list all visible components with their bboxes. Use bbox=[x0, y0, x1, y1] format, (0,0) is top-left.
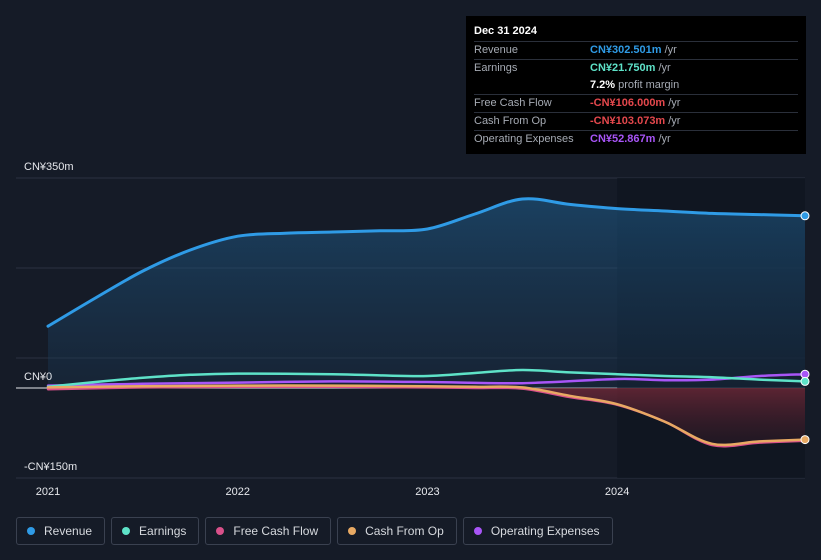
tooltip-row-unit: profit margin bbox=[618, 79, 680, 91]
earnings-end-marker bbox=[800, 376, 810, 386]
tooltip-row-value: CN¥21.750m bbox=[590, 62, 656, 74]
x-tick-label: 2023 bbox=[415, 486, 439, 498]
tooltip-row-unit: /yr bbox=[664, 44, 677, 56]
x-axis-labels: 2021 2022 2023 2024 bbox=[36, 486, 630, 498]
tooltip-row-value: CN¥52.867m bbox=[590, 133, 656, 145]
x-tick-label: 2021 bbox=[36, 486, 60, 498]
cash-from-op-negative-area bbox=[48, 385, 805, 445]
cash_from_op-end-marker bbox=[800, 435, 810, 445]
legend-dot-icon bbox=[473, 527, 482, 535]
legend-dot-icon bbox=[122, 527, 131, 535]
revenue-end-marker bbox=[800, 211, 810, 221]
cash_from_op-line bbox=[46, 384, 807, 447]
tooltip-row-label bbox=[474, 77, 590, 94]
legend-label: Free Cash Flow bbox=[233, 524, 319, 538]
tooltip-row-value: CN¥302.501m bbox=[590, 44, 662, 56]
x-tick-label: 2024 bbox=[605, 486, 629, 498]
end-markers bbox=[800, 211, 810, 445]
tooltip-row-value: -CN¥106.000m bbox=[590, 97, 666, 109]
tooltip-row-label: Cash From Op bbox=[474, 115, 547, 127]
x-tick-label: 2022 bbox=[225, 486, 249, 498]
tooltip-row: Free Cash Flow -CN¥106.000m/yr bbox=[474, 94, 798, 112]
tooltip-rows: Revenue CN¥302.501m/yr Earnings CN¥21.750m /… bbox=[474, 41, 798, 148]
tooltip-row-value: -CN¥103.073m bbox=[590, 115, 666, 127]
tooltip-row-unit: /yr bbox=[658, 133, 671, 145]
legend-item-revenue[interactable]: Revenue bbox=[16, 517, 106, 545]
area-fills bbox=[48, 198, 805, 445]
tooltip-row-unit: /yr bbox=[658, 62, 671, 74]
operating_expenses-line bbox=[46, 372, 807, 387]
earnings-line bbox=[46, 368, 807, 389]
tooltip-row: Operating Expenses CN¥52.867m/yr bbox=[474, 130, 798, 148]
revenue-line bbox=[46, 197, 807, 328]
tooltip-row-label: Earnings bbox=[474, 62, 518, 74]
tooltip-row: 7.2% profit margin bbox=[474, 77, 798, 94]
tooltip-row-label: Operating Expenses bbox=[474, 133, 574, 145]
legend-label: Revenue bbox=[44, 524, 93, 538]
tooltip-date: Dec 31 2024 bbox=[474, 25, 537, 37]
tooltip-row-label: Free Cash Flow bbox=[474, 97, 552, 109]
y-axis-labels: CN¥350m CN¥0 -CN¥150m bbox=[24, 161, 77, 473]
legend-item-earnings[interactable]: Earnings bbox=[111, 517, 200, 545]
legend-label: Cash From Op bbox=[365, 524, 444, 538]
tooltip-row: Cash From Op -CN¥103.073m/yr bbox=[474, 112, 798, 130]
tooltip-row-unit: /yr bbox=[668, 97, 681, 109]
legend: Revenue Earnings Free Cash Flow Cash From O… bbox=[16, 517, 619, 545]
legend-dot-icon bbox=[348, 527, 357, 535]
y-tick-label: CN¥350m bbox=[24, 161, 74, 173]
tooltip-panel: Dec 31 2024 Revenue CN¥302.501m/yr Earning… bbox=[466, 16, 806, 154]
revenue-area bbox=[48, 198, 805, 388]
legend-dot-icon bbox=[216, 527, 225, 535]
tooltip-row-value: 7.2% bbox=[590, 79, 616, 91]
legend-label: Operating Expenses bbox=[490, 524, 600, 538]
legend-label: Earnings bbox=[139, 524, 187, 538]
y-tick-label: CN¥0 bbox=[24, 371, 52, 383]
legend-item-operating-expenses[interactable]: Operating Expenses bbox=[462, 517, 613, 545]
tooltip-row: Earnings CN¥21.750m/yr bbox=[474, 59, 798, 77]
y-tick-label: -CN¥150m bbox=[24, 461, 77, 473]
tooltip-row: Revenue CN¥302.501m/yr bbox=[474, 41, 798, 59]
legend-dot-icon bbox=[27, 527, 35, 535]
legend-item-free-cash-flow[interactable]: Free Cash Flow bbox=[205, 517, 332, 545]
legend-item-cash-from-op[interactable]: Cash From Op bbox=[337, 517, 457, 545]
series-lines bbox=[46, 197, 807, 448]
tooltip-row-unit: /yr bbox=[668, 115, 681, 127]
tooltip-row-label: Revenue bbox=[474, 44, 519, 56]
